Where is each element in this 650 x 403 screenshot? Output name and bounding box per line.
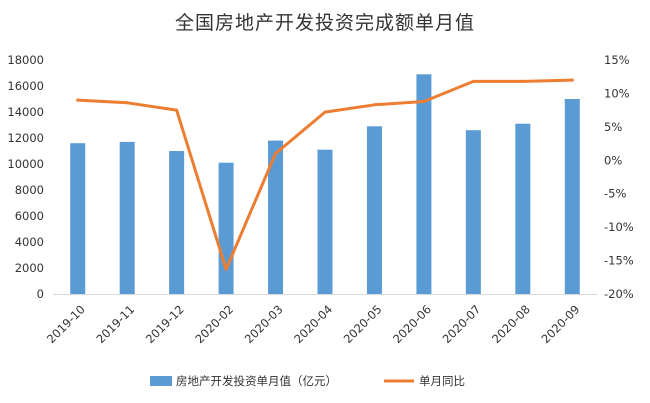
y-right-tick-label: -5% [604, 187, 626, 201]
bar [268, 140, 284, 294]
y-left-tick-label: 10000 [7, 157, 44, 171]
y-right-tick-label: 0% [604, 153, 622, 167]
x-tick-label: 2020-02 [192, 302, 236, 346]
line-point [372, 103, 376, 107]
y-left-tick-label: 14000 [7, 105, 44, 119]
x-tick-label: 2020-08 [489, 302, 533, 346]
x-tick-label: 2020-05 [341, 302, 385, 346]
line-point [76, 98, 80, 102]
x-tick-label: 2020-07 [440, 302, 484, 346]
bar [366, 126, 382, 294]
line-point [521, 79, 525, 83]
legend-label-line: 单月同比 [419, 374, 465, 388]
y-right-tick-label: -20% [604, 287, 634, 301]
y-left-tick-label: 2000 [15, 261, 44, 275]
x-tick-label: 2020-03 [242, 302, 286, 346]
x-tick-label: 2019-10 [44, 302, 88, 346]
x-tick-label: 2020-09 [539, 302, 583, 346]
bar [317, 149, 333, 294]
bar [564, 99, 580, 294]
y-left-tick-label: 4000 [15, 235, 44, 249]
line-point [175, 108, 179, 112]
line-point [224, 267, 228, 271]
x-tick-label: 2019-12 [143, 302, 187, 346]
bar [515, 123, 531, 294]
y-right-tick-label: 15% [604, 53, 630, 67]
y-left-tick-label: 0 [37, 287, 44, 301]
y-right-tick-label: 5% [604, 120, 622, 134]
legend-label-bar: 房地产开发投资单月值（亿元） [176, 374, 337, 388]
line-point [471, 79, 475, 83]
y-left-tick-label: 16000 [7, 79, 44, 93]
bar [169, 151, 185, 294]
x-tick-label: 2020-04 [291, 302, 335, 346]
y-left-tick-label: 18000 [7, 53, 44, 67]
bar [465, 130, 481, 294]
bar [119, 141, 135, 294]
line-point [125, 101, 129, 105]
legend-swatch-bar [150, 376, 172, 386]
chart-title: 全国房地产开发投资完成额单月值 [174, 12, 475, 34]
line-point [422, 99, 426, 103]
y-left-tick-label: 6000 [15, 209, 44, 223]
y-right-tick-label: -15% [604, 254, 634, 268]
line-point [323, 110, 327, 114]
x-tick-label: 2019-11 [93, 302, 137, 346]
y-left-tick-label: 12000 [7, 131, 44, 145]
x-tick-label: 2020-06 [390, 302, 434, 346]
y-right-tick-label: -10% [604, 220, 634, 234]
line-point [570, 78, 574, 82]
bar [416, 74, 432, 294]
y-left-tick-label: 8000 [15, 183, 44, 197]
y-right-tick-label: 10% [604, 86, 630, 100]
bar [70, 143, 86, 294]
bar [218, 162, 234, 294]
line-point [274, 152, 278, 156]
